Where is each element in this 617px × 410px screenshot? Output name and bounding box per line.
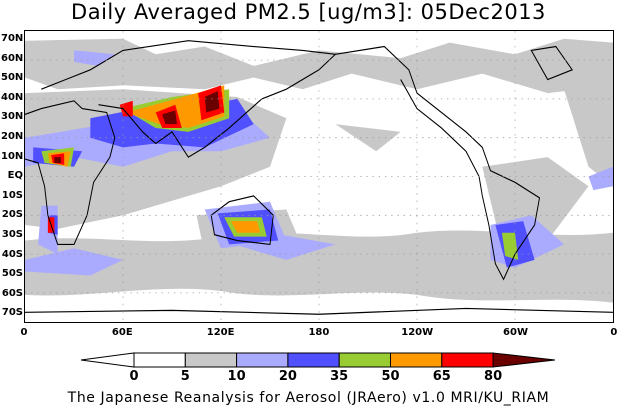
- lat-label: 10N: [1, 150, 24, 162]
- lon-label: 0: [20, 327, 28, 338]
- concentration-darkred-layer: [54, 91, 220, 163]
- colorbar-segment: [441, 352, 494, 368]
- lat-label: 30N: [1, 111, 24, 123]
- lat-label: 10S: [1, 189, 23, 201]
- lat-label: 40N: [1, 91, 24, 103]
- map-svg: [25, 31, 613, 322]
- colorbar-segment: [133, 352, 186, 368]
- lon-label: 60E: [111, 327, 133, 338]
- pm25-map: [24, 30, 614, 323]
- lat-label: 50S: [1, 268, 23, 280]
- lon-label: 180: [308, 327, 330, 338]
- colorbar-segment: [338, 352, 392, 368]
- colorbar-segment: [236, 352, 289, 368]
- colorbar-min-arrow: [80, 352, 135, 368]
- lat-label: 60S: [1, 287, 23, 299]
- colorbar-level-label: 50: [381, 369, 400, 384]
- lon-label: 120E: [206, 327, 235, 338]
- lon-label: 60W: [503, 327, 528, 338]
- colorbar-max-arrow: [492, 352, 556, 368]
- lat-label: 50N: [1, 72, 24, 84]
- lat-label: 20S: [1, 209, 23, 221]
- coastlines: [25, 40, 613, 315]
- map-title: Daily Averaged PM2.5 [ug/m3]: 05Dec2013: [71, 0, 546, 24]
- lat-label: 60N: [1, 52, 24, 64]
- colorbar-segment: [184, 352, 238, 368]
- lat-label: 70N: [1, 33, 24, 44]
- lat-label: 40S: [1, 248, 23, 260]
- colorbar-level-label: 80: [484, 369, 503, 384]
- lat-label: 30S: [1, 229, 23, 240]
- credit-text: The Japanese Reanalysis for Aerosol (JRA…: [67, 390, 550, 406]
- colorbar-segment: [390, 352, 443, 368]
- colorbar-level-label: 20: [278, 369, 297, 384]
- lat-label: 20N: [1, 131, 24, 142]
- colorbar-level-label: 35: [330, 369, 349, 384]
- lon-label: 0: [610, 327, 617, 338]
- lat-label: EQ: [7, 170, 23, 182]
- colorbar-level-label: 65: [432, 369, 451, 384]
- colorbar-level-label: 5: [180, 369, 190, 384]
- colorbar-segment: [287, 352, 340, 368]
- colorbar: [80, 352, 556, 368]
- colorbar-level-label: 0: [129, 369, 139, 384]
- lat-label: 70S: [1, 307, 23, 319]
- colorbar-level-label: 10: [227, 369, 246, 384]
- lon-label: 120W: [401, 327, 434, 338]
